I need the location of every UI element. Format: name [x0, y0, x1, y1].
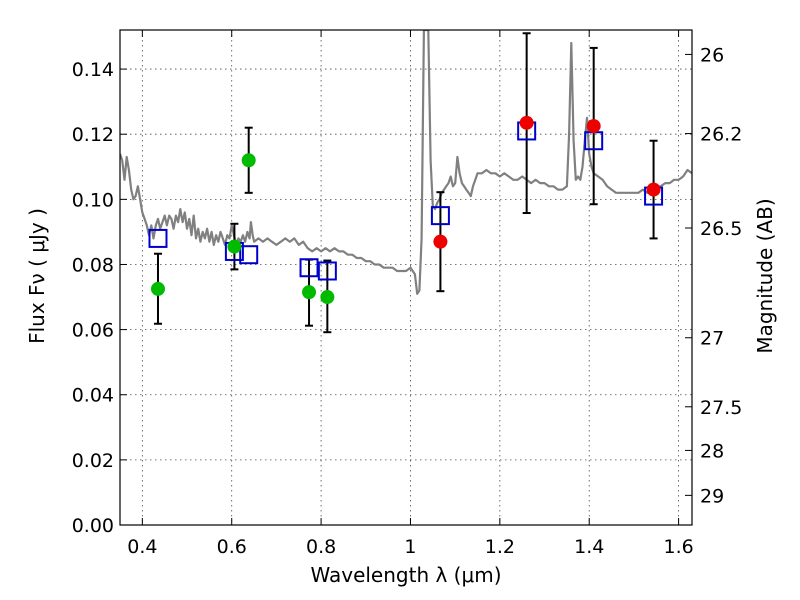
axes-frame [119, 29, 693, 526]
y-tick-label: 0.04 [72, 385, 114, 407]
right-tick-label: 27 [700, 328, 724, 350]
model-box [317, 261, 337, 281]
model-box [299, 258, 319, 278]
grid-lines [120, 30, 692, 525]
right-tick-label: 26.5 [700, 218, 742, 240]
y-tick-label: 0.12 [72, 124, 114, 146]
x-tick-label: 0.4 [127, 536, 157, 558]
observed-point-red [646, 182, 661, 197]
y-tick-label: 0.06 [72, 320, 114, 342]
observed-points [150, 115, 661, 305]
right-tick-label: 28 [700, 440, 724, 462]
error-bars [153, 32, 658, 334]
observed-point-green [241, 153, 256, 168]
model-box [239, 245, 259, 265]
plot-area [120, 30, 692, 334]
y-tick-label: 0.02 [72, 450, 114, 472]
y-tick-labels: 0.00 0.02 0.04 0.06 0.08 0.10 0.12 0.14 [72, 59, 114, 537]
right-tick-label: 26.2 [700, 124, 742, 146]
y-tick-label: 0.08 [72, 254, 114, 276]
model-photometry-boxes [148, 121, 664, 281]
observed-point-red [433, 234, 448, 249]
x-tick-label: 0.6 [217, 536, 247, 558]
right-tick-label: 27.5 [700, 397, 742, 419]
model-box [148, 228, 168, 248]
right-tick-labels: 26 26.2 26.5 27 27.5 28 29 [700, 44, 742, 507]
x-tick-label: 0.8 [306, 536, 336, 558]
y-axis-title: Flux Fν ( μJy ) [25, 208, 49, 344]
y-tick-label: 0.10 [72, 189, 114, 211]
observed-point-red [586, 119, 601, 134]
right-axis-title: Magnitude (AB) [753, 198, 777, 353]
model-box [430, 206, 450, 226]
observed-point-green [227, 239, 242, 254]
x-tick-label: 1.6 [663, 536, 693, 558]
x-tick-label: 1.2 [485, 536, 515, 558]
axis-ticks [120, 30, 692, 526]
y-tick-label: 0.00 [72, 515, 114, 537]
x-axis-title: Wavelength λ (μm) [310, 563, 501, 587]
y-tick-label: 0.14 [72, 59, 114, 81]
x-tick-label: 1 [404, 536, 416, 558]
observed-point-green [150, 281, 165, 296]
model-spectrum-line [120, 30, 692, 295]
right-tick-label: 29 [700, 485, 724, 507]
observed-point-green [302, 285, 317, 300]
observed-point-green [320, 290, 335, 305]
x-tick-labels: 0.4 0.6 0.8 1 1.2 1.4 1.6 [127, 536, 693, 558]
right-tick-label: 26 [700, 44, 724, 66]
observed-point-red [519, 115, 534, 130]
x-tick-label: 1.4 [574, 536, 604, 558]
